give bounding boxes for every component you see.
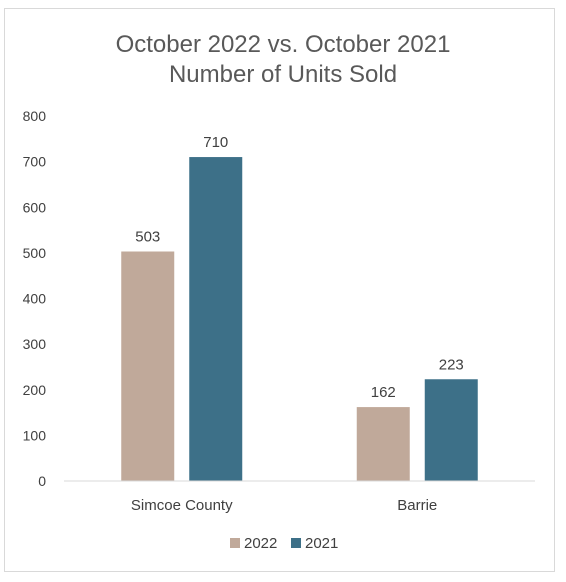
y-tick-label: 200 [23, 382, 47, 398]
y-tick-label: 300 [23, 336, 47, 352]
y-tick-label: 800 [23, 108, 47, 124]
data-label: 162 [371, 384, 396, 401]
y-axis: 0 100 200 300 400 500 600 700 800 [23, 108, 47, 489]
bars [121, 157, 478, 481]
data-label: 710 [203, 134, 228, 151]
data-label: 503 [135, 229, 160, 246]
data-label: 223 [439, 356, 464, 373]
y-tick-label: 500 [23, 245, 47, 261]
chart-title-line-2: Number of Units Sold [169, 61, 397, 88]
legend-swatch [230, 538, 240, 548]
bar-2021-simcoe-county [189, 157, 243, 481]
x-axis: Simcoe County Barrie [64, 480, 535, 514]
legend: 2022 2021 [230, 535, 338, 552]
bar-2022-simcoe-county [121, 251, 175, 481]
y-tick-label: 400 [23, 291, 47, 307]
x-category-label: Barrie [397, 497, 437, 514]
chart-title-line-1: October 2022 vs. October 2021 [116, 31, 451, 58]
bar-2022-barrie [356, 407, 410, 481]
y-tick-label: 700 [23, 154, 47, 170]
legend-label: 2022 [244, 535, 277, 552]
y-tick-label: 0 [38, 473, 46, 489]
x-category-label: Simcoe County [131, 497, 233, 514]
legend-label: 2021 [305, 535, 338, 552]
data-labels: 503 710 162 223 [135, 134, 464, 401]
y-tick-label: 100 [23, 427, 47, 443]
y-tick-label: 600 [23, 199, 47, 215]
legend-swatch [291, 538, 301, 548]
bar-2021-barrie [424, 379, 478, 481]
